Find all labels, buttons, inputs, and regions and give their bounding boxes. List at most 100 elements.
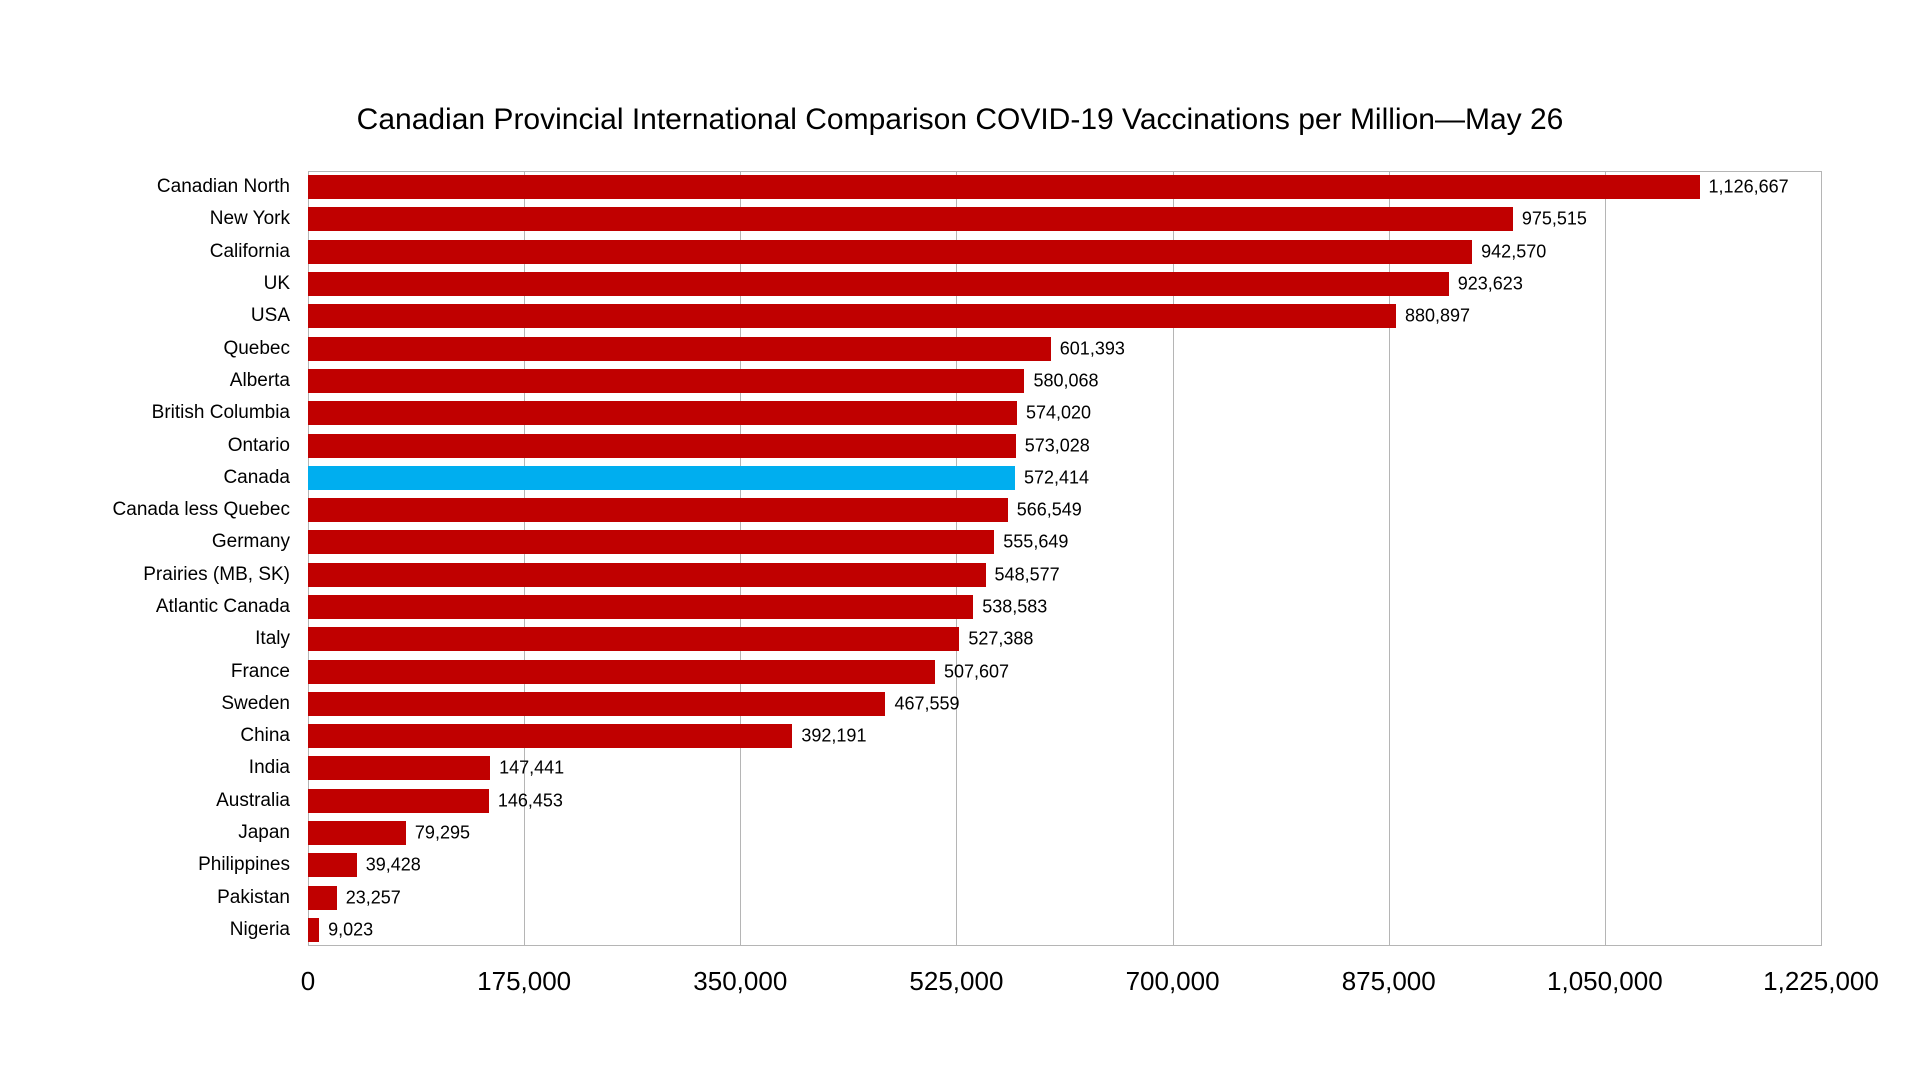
bar — [308, 175, 1700, 200]
category-label: Quebec — [223, 337, 290, 359]
category-label: Italy — [255, 628, 290, 650]
value-label: 923,623 — [1457, 273, 1523, 294]
chart-row: British Columbia 574,020 — [152, 397, 1821, 429]
bar — [308, 885, 337, 910]
bar — [308, 530, 995, 555]
chart-row: Canadian North 1,126,667 — [157, 171, 1821, 203]
bar-rows: Canadian North 1,126,667 New York 975,515 Ca… — [113, 171, 1821, 946]
gridline — [956, 171, 958, 946]
plot-top-border — [308, 171, 1821, 172]
category-label: Canada less Quebec — [112, 499, 290, 521]
gridline — [1821, 171, 1822, 946]
category-label: Prairies (MB, SK) — [143, 563, 290, 585]
value-label: 392,191 — [801, 725, 867, 746]
chart-row: Sweden 467,559 — [221, 688, 1821, 720]
chart-row: USA 880,897 — [251, 300, 1821, 332]
chart-row: Nigeria 9,023 — [230, 914, 1821, 946]
category-label: USA — [250, 305, 290, 327]
category-label: China — [240, 725, 290, 747]
x-tick-label: 525,000 — [909, 966, 1004, 996]
chart-row: UK 923,623 — [264, 268, 1821, 300]
value-label: 538,583 — [982, 596, 1048, 617]
chart-row: Prairies (MB, SK) 548,577 — [143, 559, 1821, 591]
bar-highlighted — [308, 465, 1015, 490]
value-label: 880,897 — [1404, 305, 1471, 326]
value-label: 147,441 — [499, 757, 565, 778]
chart-row: France 507,607 — [231, 655, 1821, 687]
bar — [308, 401, 1017, 426]
gridline — [1388, 171, 1390, 946]
category-label: Ontario — [227, 434, 290, 456]
bar — [308, 627, 960, 652]
value-label: 23,257 — [345, 887, 401, 908]
bar — [308, 433, 1016, 458]
value-label: 975,515 — [1521, 208, 1587, 229]
value-label: 527,388 — [968, 628, 1034, 649]
x-tick-label: 350,000 — [693, 966, 788, 996]
category-label: Alberta — [229, 369, 290, 391]
chart-row: Alberta 580,068 — [230, 365, 1821, 397]
chart-row: Canada 572,414 — [223, 462, 1821, 494]
category-label: France — [230, 660, 290, 682]
gridline — [524, 171, 526, 946]
gridline — [740, 171, 742, 946]
bar — [308, 498, 1008, 523]
value-label: 79,295 — [414, 822, 470, 843]
category-label: Atlantic Canada — [155, 596, 290, 617]
value-label: 573,028 — [1024, 435, 1090, 456]
chart-row: Canada less Quebec 566,549 — [113, 494, 1821, 526]
bar — [308, 659, 935, 684]
x-tick-label: 1,225,000 — [1763, 966, 1879, 996]
bar — [308, 207, 1513, 232]
value-label: 580,068 — [1033, 370, 1099, 391]
value-label: 555,649 — [1003, 531, 1069, 552]
chart-row: Italy 527,388 — [255, 623, 1821, 655]
value-label: 507,607 — [943, 661, 1010, 682]
bar — [308, 756, 491, 781]
value-label: 566,549 — [1016, 499, 1082, 520]
bar — [308, 304, 1396, 329]
gridline — [1172, 171, 1174, 946]
x-tick-label: 875,000 — [1341, 966, 1436, 996]
category-label: Japan — [238, 822, 290, 844]
chart-row: Australia 146,453 — [216, 785, 1821, 817]
chart-row: New York 975,515 — [210, 203, 1821, 235]
plot-area: Canadian North 1,126,667 New York 975,515 Ca… — [113, 171, 1822, 946]
gridline — [1604, 171, 1606, 946]
value-label: 942,570 — [1481, 241, 1547, 262]
bar — [308, 853, 357, 878]
category-label: Canadian North — [156, 176, 290, 198]
bar — [308, 917, 320, 942]
bar — [308, 239, 1473, 264]
x-axis: 0 175,000 350,000 525,000 700,000 875,000 1,05… — [301, 966, 1879, 1006]
category-label: Philippines — [198, 854, 290, 876]
x-tick-label: 700,000 — [1125, 966, 1220, 996]
value-label: 39,428 — [365, 854, 421, 875]
chart-row: Ontario 573,028 — [228, 429, 1821, 461]
value-label: 574,020 — [1025, 402, 1092, 423]
bar — [308, 691, 886, 716]
x-tick-label: 0 — [300, 966, 316, 996]
chart-row: Japan 79,295 — [238, 817, 1821, 849]
chart-row: Germany 555,649 — [212, 526, 1821, 558]
value-label: 572,414 — [1023, 467, 1090, 488]
bar — [308, 562, 986, 587]
bar — [308, 368, 1025, 393]
bar — [308, 788, 489, 813]
category-label: Canada — [223, 466, 290, 488]
bar — [308, 724, 793, 749]
bar — [308, 821, 406, 846]
chart-title: Canadian Provincial International Compar… — [356, 103, 1564, 136]
chart-row: Pakistan 23,257 — [217, 882, 1821, 914]
category-label: British Columbia — [151, 402, 290, 424]
plot-bottom-border — [308, 945, 1821, 946]
chart-row: Quebec 601,393 — [223, 332, 1821, 364]
value-label: 9,023 — [328, 919, 374, 940]
bar — [308, 272, 1449, 297]
value-label: 601,393 — [1059, 338, 1125, 359]
category-label: Germany — [211, 531, 290, 553]
category-label: UK — [263, 273, 290, 295]
chart-row: Atlantic Canada 538,583 — [156, 591, 1821, 623]
category-label: India — [248, 757, 290, 779]
value-label: 1,126,667 — [1708, 176, 1789, 197]
